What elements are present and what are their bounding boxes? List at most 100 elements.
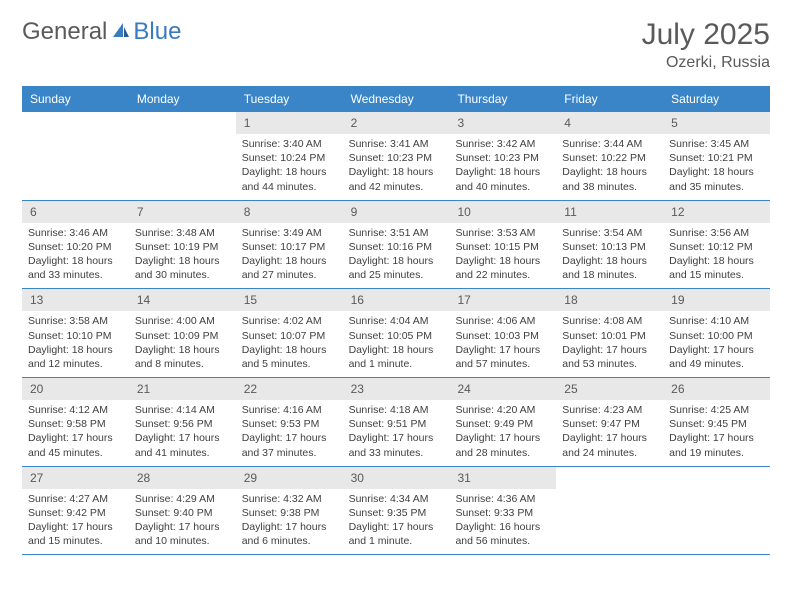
day-cell: 5Sunrise: 3:45 AMSunset: 10:21 PMDayligh… bbox=[663, 112, 770, 200]
sunset-text: Sunset: 10:23 PM bbox=[455, 151, 550, 165]
day-number: 22 bbox=[236, 378, 343, 400]
day-info: Sunrise: 3:44 AMSunset: 10:22 PMDaylight… bbox=[556, 134, 663, 200]
sunrise-text: Sunrise: 3:45 AM bbox=[669, 137, 764, 151]
daylight-text: Daylight: 18 hours and 5 minutes. bbox=[242, 343, 337, 371]
logo-text-general: General bbox=[22, 18, 107, 46]
day-cell: 6Sunrise: 3:46 AMSunset: 10:20 PMDayligh… bbox=[22, 201, 129, 289]
sunrise-text: Sunrise: 3:46 AM bbox=[28, 226, 123, 240]
day-number: 16 bbox=[343, 289, 450, 311]
sunrise-text: Sunrise: 3:49 AM bbox=[242, 226, 337, 240]
day-number: 30 bbox=[343, 467, 450, 489]
day-cell: 18Sunrise: 4:08 AMSunset: 10:01 PMDaylig… bbox=[556, 289, 663, 377]
sunset-text: Sunset: 10:10 PM bbox=[28, 329, 123, 343]
sunrise-text: Sunrise: 4:27 AM bbox=[28, 492, 123, 506]
daylight-text: Daylight: 18 hours and 27 minutes. bbox=[242, 254, 337, 282]
location: Ozerki, Russia bbox=[642, 54, 770, 72]
sunrise-text: Sunrise: 3:58 AM bbox=[28, 314, 123, 328]
day-number: 23 bbox=[343, 378, 450, 400]
day-number: 20 bbox=[22, 378, 129, 400]
daylight-text: Daylight: 17 hours and 37 minutes. bbox=[242, 431, 337, 459]
daylight-text: Daylight: 16 hours and 56 minutes. bbox=[455, 520, 550, 548]
day-info: Sunrise: 4:20 AMSunset: 9:49 PMDaylight:… bbox=[449, 400, 556, 466]
day-info: Sunrise: 3:40 AMSunset: 10:24 PMDaylight… bbox=[236, 134, 343, 200]
sunset-text: Sunset: 9:58 PM bbox=[28, 417, 123, 431]
daylight-text: Daylight: 18 hours and 42 minutes. bbox=[349, 165, 444, 193]
sunrise-text: Sunrise: 3:56 AM bbox=[669, 226, 764, 240]
sunrise-text: Sunrise: 3:51 AM bbox=[349, 226, 444, 240]
day-number: 29 bbox=[236, 467, 343, 489]
week-row: 27Sunrise: 4:27 AMSunset: 9:42 PMDayligh… bbox=[22, 467, 770, 556]
day-info: Sunrise: 4:00 AMSunset: 10:09 PMDaylight… bbox=[129, 311, 236, 377]
daylight-text: Daylight: 18 hours and 12 minutes. bbox=[28, 343, 123, 371]
day-cell: 13Sunrise: 3:58 AMSunset: 10:10 PMDaylig… bbox=[22, 289, 129, 377]
day-header-cell: Saturday bbox=[663, 86, 770, 112]
sunrise-text: Sunrise: 3:40 AM bbox=[242, 137, 337, 151]
sunrise-text: Sunrise: 3:48 AM bbox=[135, 226, 230, 240]
day-cell: 15Sunrise: 4:02 AMSunset: 10:07 PMDaylig… bbox=[236, 289, 343, 377]
day-number: 26 bbox=[663, 378, 770, 400]
day-number: 6 bbox=[22, 201, 129, 223]
day-number: 31 bbox=[449, 467, 556, 489]
day-cell: 29Sunrise: 4:32 AMSunset: 9:38 PMDayligh… bbox=[236, 467, 343, 555]
day-cell: 14Sunrise: 4:00 AMSunset: 10:09 PMDaylig… bbox=[129, 289, 236, 377]
day-info: Sunrise: 4:10 AMSunset: 10:00 PMDaylight… bbox=[663, 311, 770, 377]
day-number: 8 bbox=[236, 201, 343, 223]
daylight-text: Daylight: 18 hours and 15 minutes. bbox=[669, 254, 764, 282]
day-info: Sunrise: 4:23 AMSunset: 9:47 PMDaylight:… bbox=[556, 400, 663, 466]
day-number: 11 bbox=[556, 201, 663, 223]
day-number: 14 bbox=[129, 289, 236, 311]
daylight-text: Daylight: 18 hours and 44 minutes. bbox=[242, 165, 337, 193]
sunset-text: Sunset: 10:05 PM bbox=[349, 329, 444, 343]
sunrise-text: Sunrise: 4:20 AM bbox=[455, 403, 550, 417]
sunrise-text: Sunrise: 4:02 AM bbox=[242, 314, 337, 328]
sunset-text: Sunset: 9:56 PM bbox=[135, 417, 230, 431]
daylight-text: Daylight: 18 hours and 35 minutes. bbox=[669, 165, 764, 193]
day-cell: 17Sunrise: 4:06 AMSunset: 10:03 PMDaylig… bbox=[449, 289, 556, 377]
daylight-text: Daylight: 18 hours and 38 minutes. bbox=[562, 165, 657, 193]
empty-day-cell bbox=[556, 467, 663, 555]
daylight-text: Daylight: 17 hours and 57 minutes. bbox=[455, 343, 550, 371]
day-number: 28 bbox=[129, 467, 236, 489]
day-info: Sunrise: 3:58 AMSunset: 10:10 PMDaylight… bbox=[22, 311, 129, 377]
logo: General Blue bbox=[22, 18, 181, 46]
sunrise-text: Sunrise: 3:41 AM bbox=[349, 137, 444, 151]
sunset-text: Sunset: 10:09 PM bbox=[135, 329, 230, 343]
day-cell: 11Sunrise: 3:54 AMSunset: 10:13 PMDaylig… bbox=[556, 201, 663, 289]
sunset-text: Sunset: 10:07 PM bbox=[242, 329, 337, 343]
sunrise-text: Sunrise: 4:06 AM bbox=[455, 314, 550, 328]
week-row: 1Sunrise: 3:40 AMSunset: 10:24 PMDayligh… bbox=[22, 112, 770, 201]
empty-day-cell bbox=[22, 112, 129, 200]
day-cell: 27Sunrise: 4:27 AMSunset: 9:42 PMDayligh… bbox=[22, 467, 129, 555]
daylight-text: Daylight: 17 hours and 10 minutes. bbox=[135, 520, 230, 548]
day-header-cell: Friday bbox=[556, 86, 663, 112]
daylight-text: Daylight: 18 hours and 22 minutes. bbox=[455, 254, 550, 282]
empty-day-cell bbox=[129, 112, 236, 200]
day-info: Sunrise: 3:46 AMSunset: 10:20 PMDaylight… bbox=[22, 223, 129, 289]
day-number: 9 bbox=[343, 201, 450, 223]
sunrise-text: Sunrise: 3:54 AM bbox=[562, 226, 657, 240]
sunrise-text: Sunrise: 3:53 AM bbox=[455, 226, 550, 240]
day-cell: 9Sunrise: 3:51 AMSunset: 10:16 PMDayligh… bbox=[343, 201, 450, 289]
day-cell: 4Sunrise: 3:44 AMSunset: 10:22 PMDayligh… bbox=[556, 112, 663, 200]
sunrise-text: Sunrise: 4:32 AM bbox=[242, 492, 337, 506]
day-cell: 25Sunrise: 4:23 AMSunset: 9:47 PMDayligh… bbox=[556, 378, 663, 466]
day-number: 27 bbox=[22, 467, 129, 489]
sunset-text: Sunset: 10:00 PM bbox=[669, 329, 764, 343]
day-number: 24 bbox=[449, 378, 556, 400]
day-header-cell: Wednesday bbox=[343, 86, 450, 112]
sunrise-text: Sunrise: 4:25 AM bbox=[669, 403, 764, 417]
day-header-row: SundayMondayTuesdayWednesdayThursdayFrid… bbox=[22, 86, 770, 112]
day-number: 10 bbox=[449, 201, 556, 223]
sunrise-text: Sunrise: 4:34 AM bbox=[349, 492, 444, 506]
sunrise-text: Sunrise: 4:18 AM bbox=[349, 403, 444, 417]
daylight-text: Daylight: 18 hours and 40 minutes. bbox=[455, 165, 550, 193]
day-cell: 8Sunrise: 3:49 AMSunset: 10:17 PMDayligh… bbox=[236, 201, 343, 289]
day-cell: 20Sunrise: 4:12 AMSunset: 9:58 PMDayligh… bbox=[22, 378, 129, 466]
day-number: 4 bbox=[556, 112, 663, 134]
day-cell: 24Sunrise: 4:20 AMSunset: 9:49 PMDayligh… bbox=[449, 378, 556, 466]
day-cell: 3Sunrise: 3:42 AMSunset: 10:23 PMDayligh… bbox=[449, 112, 556, 200]
title-block: July 2025 Ozerki, Russia bbox=[642, 18, 770, 72]
sunset-text: Sunset: 9:47 PM bbox=[562, 417, 657, 431]
day-info: Sunrise: 3:41 AMSunset: 10:23 PMDaylight… bbox=[343, 134, 450, 200]
day-cell: 23Sunrise: 4:18 AMSunset: 9:51 PMDayligh… bbox=[343, 378, 450, 466]
